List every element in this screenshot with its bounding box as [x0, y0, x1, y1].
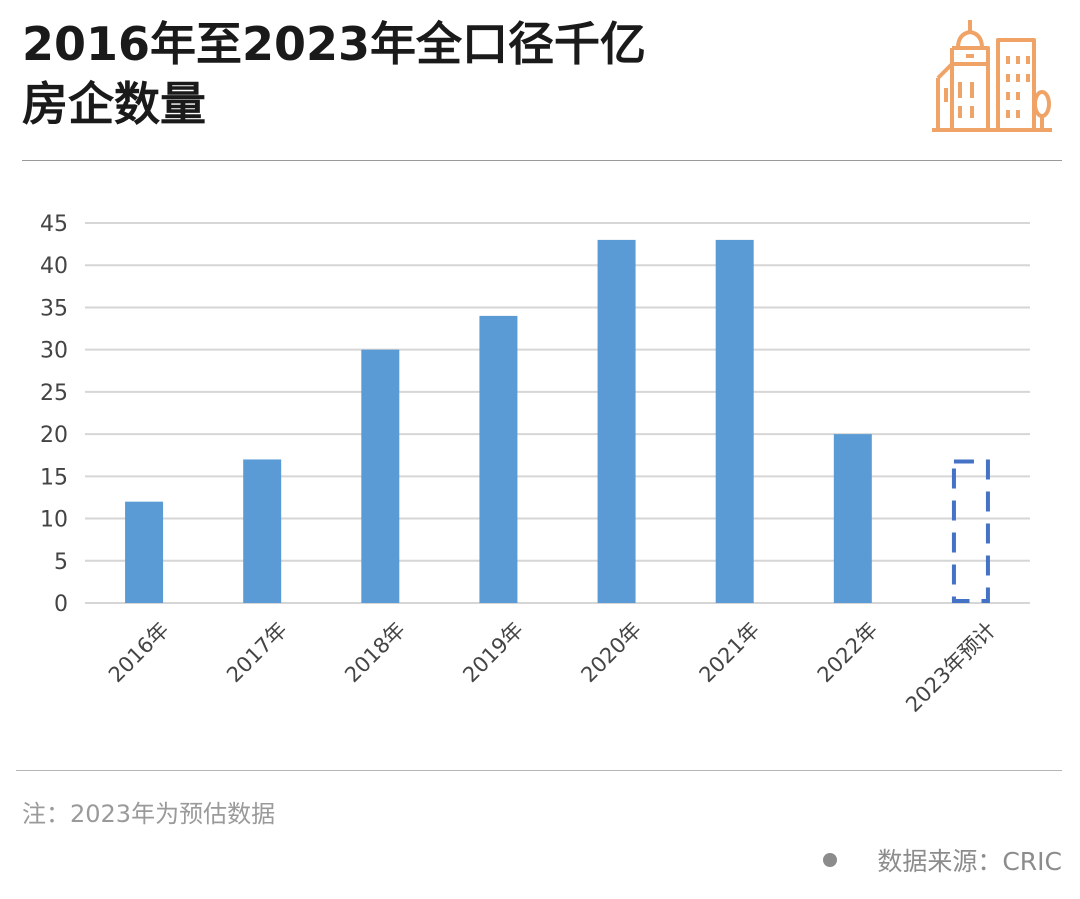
- footnote: 注：2023年为预估数据: [22, 800, 276, 828]
- bullet-dot-icon: [823, 853, 838, 867]
- y-tick-label: 30: [40, 339, 68, 364]
- header-divider: [22, 160, 1062, 161]
- y-tick-label: 15: [40, 465, 68, 490]
- y-tick-label: 25: [40, 381, 68, 406]
- bar-estimated: [951, 459, 990, 604]
- y-tick-label: 5: [54, 550, 68, 575]
- source-label: 数据来源：CRIC: [877, 847, 1062, 876]
- x-tick-label: 2016年: [104, 618, 174, 688]
- x-tick-label: 2018年: [340, 618, 410, 688]
- city-buildings-icon: [932, 20, 1052, 132]
- chart-title: 2016年至2023年全口径千亿 房企数量: [22, 14, 822, 134]
- bar: [833, 434, 872, 603]
- footer-divider: [16, 770, 1062, 771]
- y-tick-label: 0: [54, 592, 68, 617]
- x-tick-label: 2017年: [222, 618, 292, 688]
- bar: [361, 349, 400, 603]
- x-tick-label: 2022年: [813, 618, 883, 688]
- y-tick-label: 10: [40, 508, 68, 533]
- y-tick-label: 45: [40, 212, 68, 237]
- x-tick-label: 2021年: [695, 618, 765, 688]
- y-tick-label: 20: [40, 423, 68, 448]
- x-tick-label: 2020年: [576, 618, 646, 688]
- bar: [597, 239, 636, 603]
- bar: [243, 459, 282, 603]
- bar-chart: 0 5 10 15 20 25 30 35 40 45 2016年 2017年 2018年 2019年 2…: [40, 212, 1030, 717]
- title-line-1: 2016年至2023年全口径千亿: [22, 17, 647, 71]
- title-line-2: 房企数量: [22, 77, 206, 131]
- bar: [125, 501, 164, 603]
- y-tick-label: 40: [40, 254, 68, 279]
- x-tick-label: 2019年: [458, 618, 528, 688]
- bar: [479, 315, 518, 603]
- y-tick-label: 35: [40, 296, 68, 321]
- source-line: 数据来源：CRIC: [823, 842, 1062, 878]
- bar: [715, 239, 754, 603]
- x-tick-label: 2023年预计: [901, 618, 1000, 717]
